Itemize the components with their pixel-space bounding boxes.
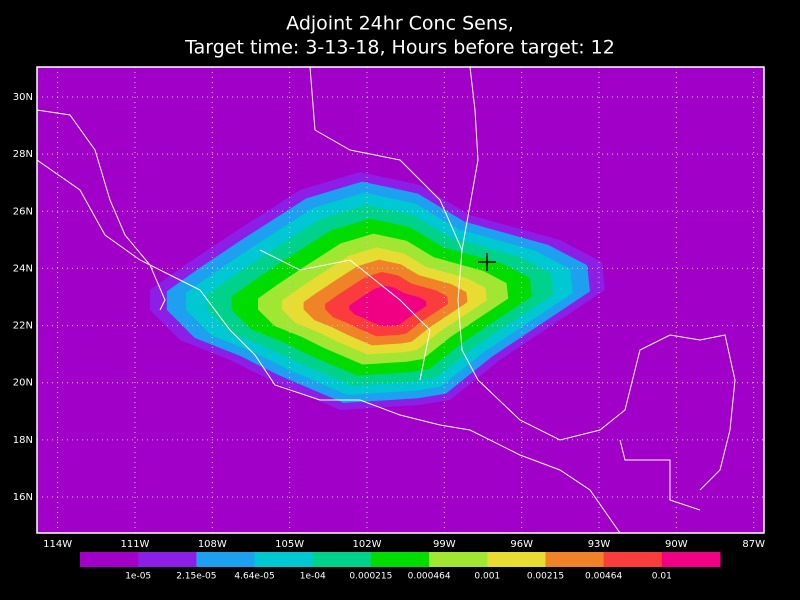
frame xyxy=(36,66,765,534)
coastline xyxy=(37,109,166,311)
colorbar-label: 0.001 xyxy=(474,572,500,582)
y-tick-label: 24N xyxy=(13,263,33,274)
y-tick-label: 20N xyxy=(13,378,33,389)
y-tick-label: 18N xyxy=(13,435,33,446)
x-tick-label: 90W xyxy=(665,539,688,550)
colorbar-label: 4.64e-05 xyxy=(234,572,274,582)
x-tick-label: 96W xyxy=(510,539,533,550)
x-tick-label: 108W xyxy=(198,539,227,550)
y-tick-label: 16N xyxy=(13,492,33,503)
colorbar-label: 0.000464 xyxy=(408,572,451,582)
y-tick-label: 28N xyxy=(13,149,33,160)
colorbar-swatch xyxy=(196,552,256,567)
colorbar-swatch xyxy=(603,552,663,567)
title-line: Adjoint 24hr Conc Sens, xyxy=(286,13,514,35)
colorbar-label: 0.000215 xyxy=(349,572,392,582)
y-tick-label: 22N xyxy=(13,321,33,332)
x-tick-label: 114W xyxy=(43,539,72,550)
colorbar-label: 0.01 xyxy=(652,572,672,582)
coastline xyxy=(457,67,736,491)
border xyxy=(309,67,463,251)
colorbar-swatch xyxy=(312,552,372,567)
x-tick-label: 105W xyxy=(275,539,304,550)
border xyxy=(619,439,701,511)
x-tick-label: 99W xyxy=(433,539,456,550)
colorbar-swatch xyxy=(661,552,721,567)
colorbar-label: 2.15e-05 xyxy=(176,572,216,582)
colorbar-label: 0.00215 xyxy=(527,572,564,582)
colorbar-swatch xyxy=(545,552,605,567)
colorbar-swatch xyxy=(80,552,139,567)
coastlines xyxy=(37,67,736,533)
colorbar-swatch xyxy=(370,552,430,567)
x-tick-label: 102W xyxy=(352,539,381,550)
x-tick-label: 111W xyxy=(120,539,149,550)
colorbar-label: 1e-04 xyxy=(300,572,326,582)
x-tick-label: 93W xyxy=(588,539,611,550)
colorbar-label: 1e-05 xyxy=(125,572,151,582)
x-tick-label: 87W xyxy=(742,539,765,550)
colorbar-swatch xyxy=(138,552,197,567)
contour-fill xyxy=(349,285,427,327)
colorbar-label: 0.00464 xyxy=(585,572,622,582)
colorbar-swatch xyxy=(254,552,314,567)
colorbar-swatch xyxy=(429,552,488,567)
title-line: Target time: 3-13-18, Hours before targe… xyxy=(184,37,615,59)
y-tick-label: 30N xyxy=(13,92,33,103)
target-marker xyxy=(478,253,496,271)
colorbar-swatch xyxy=(487,552,546,567)
coastline xyxy=(37,159,621,533)
state-line xyxy=(259,249,431,381)
y-tick-label: 26N xyxy=(13,206,33,217)
